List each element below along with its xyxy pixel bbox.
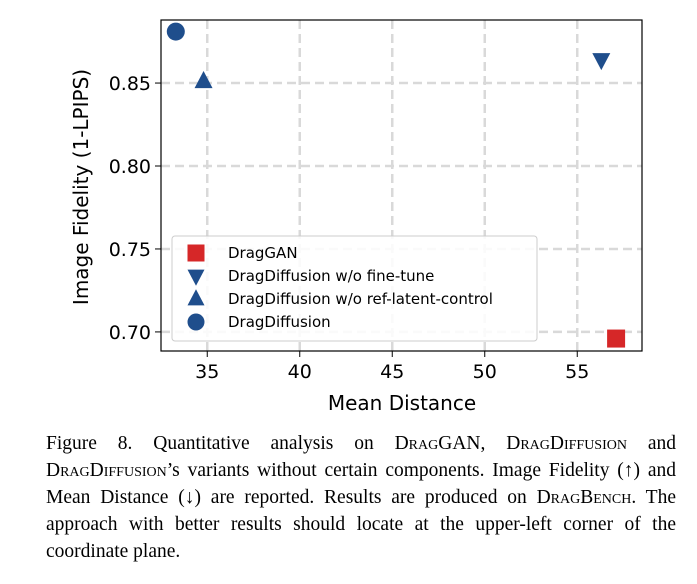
x-tick-label: 40	[288, 361, 312, 383]
x-tick-label: 35	[195, 361, 219, 383]
legend-entry: DragDiffusion w/o fine-tune	[228, 267, 434, 285]
caption-text-3: and	[626, 433, 677, 454]
data-points	[166, 22, 626, 348]
caption-text-1: Quantitative analysis on	[132, 433, 395, 454]
scatter-chart: 35 40 45 50 55 0.70 0.75 0.80 0.85 DragGAN DragDi…	[69, 19, 643, 415]
data-point	[592, 53, 611, 71]
caption-draggan: DragGAN	[394, 433, 481, 454]
legend-marker	[187, 289, 205, 306]
caption-dragbench: DragBench	[536, 487, 632, 508]
y-tick-label: 0.80	[109, 156, 151, 178]
caption-dragdiffusion-2: DragDiffusion	[46, 460, 167, 481]
legend-marker	[187, 244, 205, 262]
legend-marker	[187, 313, 205, 331]
caption-dragdiffusion: DragDiffusion	[506, 433, 627, 454]
x-tick-label: 55	[565, 361, 589, 383]
figure-label: Figure 8.	[46, 433, 133, 454]
legend-entry: DragDiffusion w/o ref-latent-control	[228, 290, 493, 308]
y-tick-label: 0.70	[109, 322, 151, 344]
x-axis-title: Mean Distance	[328, 391, 476, 415]
axis-ticks: 35 40 45 50 55 0.70 0.75 0.80 0.85	[109, 73, 590, 383]
y-axis-title: Image Fidelity (1-LPIPS)	[69, 69, 93, 305]
legend-entry: DragGAN	[228, 244, 298, 262]
legend-entry: DragDiffusion	[228, 313, 331, 331]
data-point	[194, 71, 213, 89]
x-tick-label: 50	[473, 361, 497, 383]
plot-frame	[160, 19, 643, 352]
caption-text-5: . The approach with better results shoul…	[46, 487, 676, 562]
caption-text-4: ’s variants without certain components. …	[46, 460, 676, 508]
caption-text-2: ,	[480, 433, 507, 454]
legend-box	[171, 235, 538, 342]
legend-marker	[187, 269, 205, 286]
figure-caption: Figure 8. Quantitative analysis on DragG…	[46, 430, 676, 565]
data-point	[607, 329, 626, 348]
y-tick-label: 0.75	[109, 239, 151, 261]
y-tick-label: 0.85	[109, 73, 151, 95]
data-point	[166, 22, 185, 41]
x-tick-label: 45	[380, 361, 404, 383]
legend: DragGAN DragDiffusion w/o fine-tune DragDi…	[171, 235, 538, 342]
